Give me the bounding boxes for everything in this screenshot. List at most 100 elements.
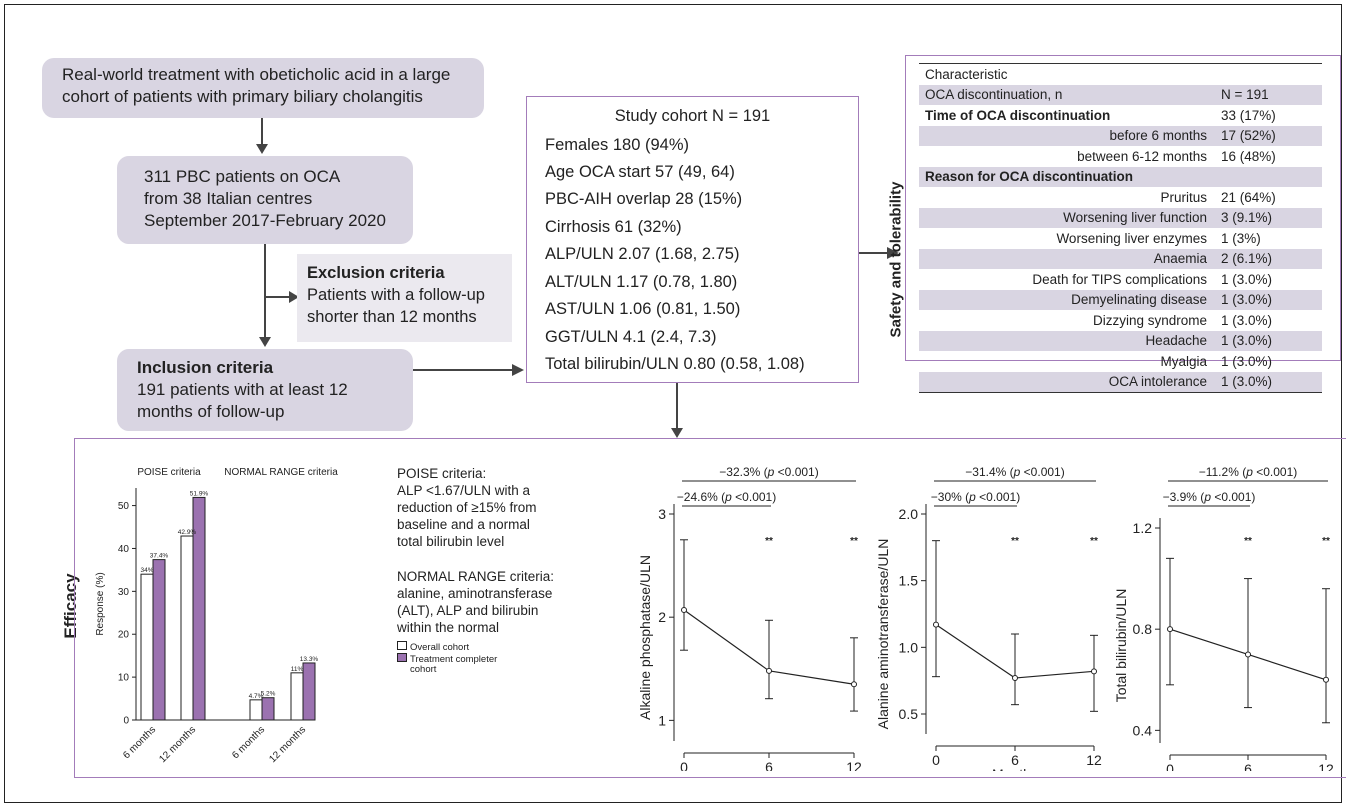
study-cohort-box: Study cohort N = 191 Females 180 (94%) A… xyxy=(526,96,859,383)
bar-group-title: NORMAL RANGE criteria xyxy=(224,467,338,478)
safety-label: Worsening liver enzymes xyxy=(1056,230,1207,246)
safety-row: Myalgia 1 (3.0%) xyxy=(919,351,1322,372)
line-point xyxy=(1245,651,1251,658)
safety-row: Headache 1 (3.0%) xyxy=(919,330,1322,351)
bar-group-title: POISE criteria xyxy=(137,467,201,478)
significance-stars: ** xyxy=(765,536,773,547)
safety-row: Reason for OCA discontinuation xyxy=(919,166,1322,187)
line-point xyxy=(1012,675,1018,681)
arrowhead-1 xyxy=(256,144,268,154)
line-point xyxy=(851,681,857,688)
safety-row: Demyelinating disease 1 (3.0%) xyxy=(919,289,1322,310)
cohort-item: Females 180 (94%) xyxy=(545,136,689,154)
bilirubin-line-chart: 0.40.81.20612MonthsTotal bilirubin/ULN**… xyxy=(1113,465,1334,771)
flow-box-study-line-2: cohort of patients with primary biliary … xyxy=(62,87,423,106)
legend-swatch-completer xyxy=(397,653,407,662)
safety-label: between 6-12 months xyxy=(1077,148,1207,164)
bar-y-tick-label: 30 xyxy=(118,587,130,598)
efficacy-box xyxy=(74,438,1346,778)
bar-completer xyxy=(192,496,206,721)
safety-value xyxy=(1213,63,1322,85)
flow-box-patients-line-3: September 2017-February 2020 xyxy=(144,211,386,230)
line-y-axis-label: Total bilirubin/ULN xyxy=(1113,589,1129,703)
flow-box-patients-line-1: 311 PBC patients on OCA xyxy=(144,167,341,186)
poise-line: baseline and a normal xyxy=(397,517,530,532)
poise-line: total bilirubin level xyxy=(397,534,505,549)
safety-row: Anaemia 2 (6.1%) xyxy=(919,248,1322,269)
legend-swatch-overall xyxy=(397,641,407,650)
line-point xyxy=(1091,668,1097,675)
safety-label: Characteristic xyxy=(919,63,1213,85)
poise-description: POISE criteria: ALP <1.67/ULN with a red… xyxy=(397,465,536,550)
line-y-tick-label: 2 xyxy=(658,609,666,625)
bar-data-label: 4.7% xyxy=(249,693,264,700)
safety-row: Worsening liver function 3 (9.1%) xyxy=(919,207,1322,228)
inclusion-line-2: months of follow-up xyxy=(137,402,285,421)
inclusion-title: Inclusion criteria xyxy=(137,358,274,377)
alp-line-chart: 1230612MonthsAlkaline phosphatase/ULN***… xyxy=(637,465,862,771)
bar-data-label: 42.9% xyxy=(178,529,197,536)
bar-completer xyxy=(152,559,166,721)
cohort-item: ALT/ULN 1.17 (0.78, 1.80) xyxy=(545,273,738,291)
legend-item-overall: Overall cohort xyxy=(397,641,497,653)
bar-category-label: 6 months xyxy=(230,724,267,761)
legend-label-completer-2: cohort xyxy=(410,664,437,675)
safety-label: Death for TIPS complications xyxy=(1032,271,1207,287)
line-y-tick-label: 1.0 xyxy=(899,639,919,655)
bar-data-label: 13.3% xyxy=(300,656,319,663)
line-point xyxy=(681,606,687,613)
line-x-tick-label: 0 xyxy=(680,759,688,771)
arrowhead-efficacy xyxy=(671,428,683,438)
significance-stars: ** xyxy=(850,536,858,547)
bar-y-tick-label: 40 xyxy=(118,544,130,555)
safety-value: 33 (17%) xyxy=(1221,107,1276,123)
safety-side-label: Safety and tolerability xyxy=(887,181,905,338)
bar-y-tick-label: 0 xyxy=(123,716,129,727)
line-point xyxy=(1323,676,1329,683)
poise-line: ALP <1.67/ULN with a xyxy=(397,483,530,498)
line-x-tick-label: 12 xyxy=(1086,752,1102,768)
safety-label: Demyelinating disease xyxy=(919,289,1213,310)
legend-item-completer: Treatment completer xyxy=(397,653,497,665)
cohort-title: Study cohort N = 191 xyxy=(614,107,771,125)
bar-y-axis-label: Response (%) xyxy=(95,572,106,635)
normal-line: NORMAL RANGE criteria: xyxy=(397,569,555,584)
safety-row: Worsening liver enzymes 1 (3%) xyxy=(919,228,1322,249)
safety-row: before 6 months 17 (52%) xyxy=(919,125,1322,146)
line-y-tick-label: 0.5 xyxy=(899,706,919,722)
normal-line: (ALT), ALP and bilirubin xyxy=(397,603,539,618)
exclusion-box: Exclusion criteria Patients with a follo… xyxy=(297,254,512,342)
line-x-tick-label: 6 xyxy=(765,759,773,771)
normal-line: alanine, aminotransferase xyxy=(397,586,553,601)
safety-label: before 6 months xyxy=(919,125,1213,146)
bar-completer xyxy=(302,662,316,721)
legend-label-completer: Treatment completer xyxy=(410,654,498,665)
comparison-label: −30% (p <0.001) xyxy=(931,490,1020,504)
figure-frame xyxy=(4,4,1342,803)
comparison-label: −31.4% (p <0.001) xyxy=(965,465,1064,479)
bar-overall xyxy=(180,535,194,721)
normal-line: within the normal xyxy=(397,620,500,635)
safety-value: N = 191 xyxy=(1213,84,1322,105)
safety-value: 21 (64%) xyxy=(1221,189,1276,205)
line-point xyxy=(766,667,772,674)
safety-label: Headache xyxy=(919,330,1213,351)
cohort-item: AST/ULN 1.06 (0.81, 1.50) xyxy=(545,300,741,318)
arrowhead-safety xyxy=(887,247,899,259)
line-x-tick-label: 6 xyxy=(1011,752,1019,768)
normal-range-description: NORMAL RANGE criteria: alanine, aminotra… xyxy=(397,568,554,636)
cohort-item: GGT/ULN 4.1 (2.4, 7.3) xyxy=(545,328,717,346)
safety-value: 1 (3.0%) xyxy=(1213,289,1322,310)
significance-stars: ** xyxy=(1244,536,1252,547)
line-y-tick-label: 0.4 xyxy=(1133,722,1153,738)
cohort-item: ALP/ULN 2.07 (1.68, 2.75) xyxy=(545,245,740,263)
line-point xyxy=(1167,626,1173,633)
cohort-item: Age OCA start 57 (49, 64) xyxy=(545,163,735,181)
line-y-tick-label: 0.8 xyxy=(1133,621,1153,637)
safety-row: Dizzying syndrome 1 (3.0%) xyxy=(919,310,1322,331)
significance-stars: ** xyxy=(1090,536,1098,547)
bar-category-label: 12 months xyxy=(157,724,198,765)
safety-label: Myalgia xyxy=(1160,353,1207,369)
line-x-tick-label: 6 xyxy=(1244,761,1252,771)
